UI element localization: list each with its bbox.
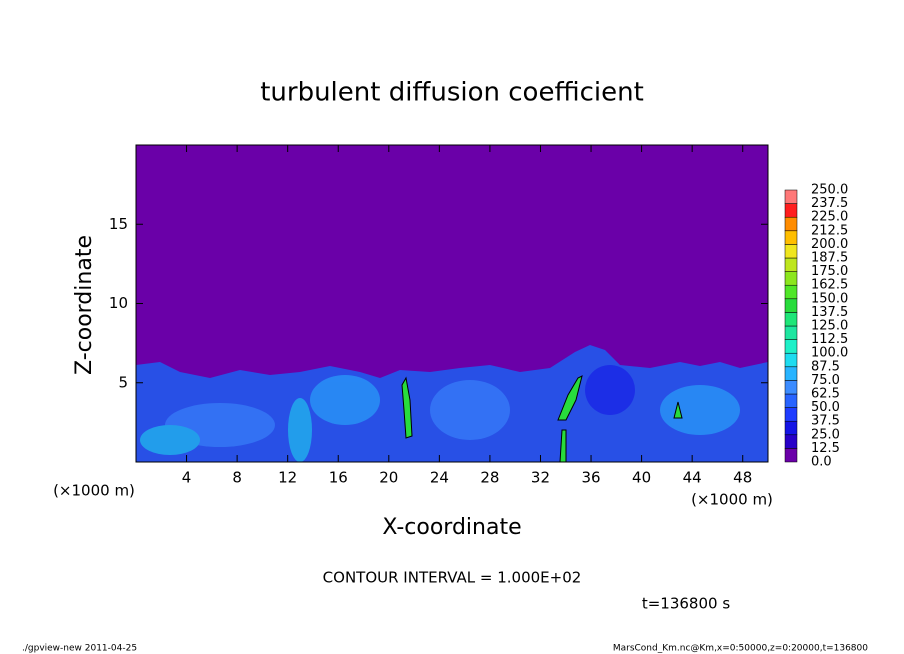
colorbar-swatch — [784, 284, 798, 300]
colorbar-swatch — [784, 271, 798, 286]
y-axis-label: Z-coordinate — [72, 235, 97, 375]
colorbar-swatch — [784, 203, 798, 218]
colorbar-swatch — [784, 298, 798, 313]
colorbar-swatch — [784, 216, 798, 232]
colorbar-swatch — [784, 393, 798, 408]
colorbar-label: 250.0 — [811, 183, 848, 198]
colorbar-swatch — [784, 420, 798, 436]
field-highlights — [140, 365, 740, 462]
colorbar-swatch — [784, 325, 798, 340]
x-tick-label: 40 — [632, 469, 651, 487]
colorbar-swatch — [784, 189, 798, 204]
colorbar-swatch — [784, 339, 798, 354]
colorbar-label: 50.0 — [811, 400, 840, 415]
chart-title: turbulent diffusion coefficient — [260, 78, 644, 108]
x-tick-label: 28 — [480, 469, 499, 487]
colorbar-label: 150.0 — [811, 291, 848, 306]
colorbar-swatch — [784, 448, 798, 463]
colorbar-label: 87.5 — [811, 359, 840, 374]
colorbar-label: 175.0 — [811, 264, 848, 279]
y-tick-label: 10 — [109, 294, 128, 312]
y-unit-label: (×1000 m) — [691, 491, 773, 509]
field — [135, 144, 769, 463]
footer-left: ./gpview-new 2011-04-25 — [22, 644, 137, 654]
x-tick-label: 48 — [733, 469, 752, 487]
colorbar-swatch — [784, 312, 798, 327]
x-tick-label: 44 — [683, 469, 702, 487]
colorbar-swatch — [784, 244, 798, 259]
colorbar-label: 37.5 — [811, 414, 840, 429]
colorbar-label: 125.0 — [811, 319, 848, 334]
y-tick-label: 15 — [109, 215, 128, 233]
x-tick-label: 16 — [329, 469, 348, 487]
colorbar-swatch — [784, 407, 798, 422]
green-patch — [401, 376, 413, 439]
contour-interval: CONTOUR INTERVAL = 1.000E+02 — [323, 569, 582, 587]
colorbar-label: 62.5 — [811, 387, 840, 402]
x-unit-label: (×1000 m) — [53, 482, 135, 500]
colorbar-swatch — [784, 380, 798, 395]
colorbar-label: 25.0 — [811, 427, 840, 442]
colorbar-label: 137.5 — [811, 305, 848, 320]
x-axis-label: X-coordinate — [382, 515, 521, 540]
colorbar-swatch — [784, 230, 798, 245]
colorbar-label: 187.5 — [811, 251, 848, 266]
x-tick-label: 24 — [430, 469, 449, 487]
colorbar-swatch — [784, 352, 798, 368]
colorbar-label: 75.0 — [811, 373, 840, 388]
colorbar-label: 12.5 — [811, 441, 840, 456]
x-tick-label: 12 — [278, 469, 297, 487]
colorbar-label: 212.5 — [811, 223, 848, 238]
green-patch — [673, 401, 683, 419]
x-tick-label: 32 — [531, 469, 550, 487]
colorbar-label: 237.5 — [811, 196, 848, 211]
colorbar-label: 225.0 — [811, 210, 848, 225]
colorbar-label: 0.0 — [811, 455, 832, 470]
colorbar-label: 100.0 — [811, 346, 848, 361]
colorbar-label: 200.0 — [811, 237, 848, 252]
footer-right: MarsCond_Km.nc@Km,x=0:50000,z=0:20000,t=… — [613, 644, 868, 654]
x-tick-label: 20 — [379, 469, 398, 487]
colorbar-label: 162.5 — [811, 278, 848, 293]
x-tick-label: 36 — [581, 469, 600, 487]
green-patch — [557, 375, 583, 421]
colorbar-swatch — [784, 366, 798, 381]
x-tick-label: 8 — [232, 469, 242, 487]
time-label: t=136800 s — [642, 595, 730, 613]
colorbar-label: 112.5 — [811, 332, 848, 347]
colorbar-swatch — [784, 434, 798, 449]
y-tick-label: 5 — [118, 373, 128, 391]
colorbar-swatch — [784, 257, 798, 272]
x-tick-label: 4 — [182, 469, 192, 487]
